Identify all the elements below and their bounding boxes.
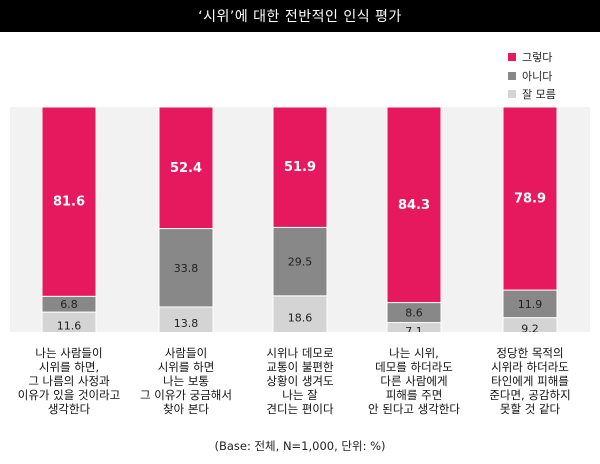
data-label: 51.9 [284,160,316,175]
data-label: 11.6 [57,320,82,332]
category-label-line: 시위를 하면 [157,360,215,374]
legend-label: 그렇다 [522,51,553,64]
category-label-line: 준다면, 공감하지 [489,388,571,402]
category-label-line: 정당한 목적의 [496,346,564,360]
category-label-line: 나는 시위, [389,346,439,360]
category-label: 정당한 목적의 시위라 하더라도 타인에게 피해를 준다면, 공감하지 못할 것 같다 [472,346,588,416]
data-label: 13.8 [174,317,199,330]
category-label-line: 나는 사람들이 [35,346,103,360]
category-label-line: 생각한다 [47,402,91,416]
data-label: 33.8 [174,262,199,275]
bar-segment [272,106,328,228]
category-label-line: 찾아 본다 [163,402,209,416]
category-label-line: 피해를 주면 [385,388,443,402]
category-label: 시위나 데모로 교통이 불편한 상황이 생겨도 나는 잘 견디는 편이다 [242,346,358,416]
legend-label: 잘 모름 [522,88,556,101]
category-label-line: 다른 사람에게 [380,374,448,388]
bar-segment [502,289,558,319]
base-note: (Base: 전체, N=1,000, 단위: %) [214,439,386,453]
chart-title: ‘시위’에 대한 전반적인 인식 평가 [0,0,600,32]
legend-item: 그렇다 [508,50,552,64]
category-label-line: 안 된다고 생각한다 [368,402,460,416]
bar-segment [272,295,328,332]
category-label: 나는 시위, 데모를 하더라도 다른 사람에게 피해를 주면 안 된다고 생각한다 [356,346,472,416]
category-label-line: 나는 잘 [282,388,318,402]
category-label: 사람들이 시위를 하면 나는 보통 그 이유가 궁금해서 찾아 본다 [128,346,244,416]
category-label-line: 시위나 데모로 [266,346,334,360]
bar-segment [502,106,558,291]
legend-label: 아니다 [522,70,553,83]
data-label: 81.6 [53,195,85,210]
bar-segment [272,226,328,297]
bar-segment [158,228,214,308]
legend-swatch [508,72,516,80]
data-label: 11.9 [518,298,543,311]
category-label-line: 시위라 하더라도 [491,360,569,374]
category-label-line: 사람들이 [164,346,208,360]
category-label-line: 그 이유가 궁금해서 [140,388,232,402]
category-label: 나는 사람들이 시위를 하면, 그 나름의 사정과 이유가 있을 것이라고 생각한다 [11,346,127,416]
legend-item: 아니다 [508,69,552,83]
category-label-line: 나는 보통 [163,374,209,388]
legend-item: 잘 모름 [508,87,556,101]
data-label: 7.1 [405,325,423,332]
category-label-line: 이유가 있을 것이라고 [17,388,121,402]
data-label: 29.5 [288,256,313,269]
data-label: 9.2 [521,322,539,332]
category-label-line: 데모를 하더라도 [375,360,453,374]
category-label-line: 상황이 생겨도 [266,374,334,388]
chart-plot: 11.6 6.8 81.6 13.8 33.8 52.4 18.6 29.5 51.9 7.1 8.… [10,106,590,332]
data-label: 18.6 [288,311,313,324]
data-label: 52.4 [170,161,202,176]
category-label-line: 그 나름의 사정과 [28,374,110,388]
bar-segment [158,106,214,230]
category-label-line: 못할 것 같다 [499,402,561,416]
category-label-line: 시위를 하면, [38,360,100,374]
legend-swatch [508,90,516,98]
category-label-line: 타인에게 피해를 [491,374,569,388]
bar-segment [41,106,97,297]
category-label-line: 교통이 불편한 [266,360,334,374]
data-label: 78.9 [514,192,546,207]
legend-swatch [508,53,516,61]
data-label: 6.8 [60,298,78,311]
data-label: 84.3 [398,198,430,213]
bar-segment [386,106,442,304]
data-label: 8.6 [405,307,423,320]
category-label-line: 견디는 편이다 [266,402,334,416]
